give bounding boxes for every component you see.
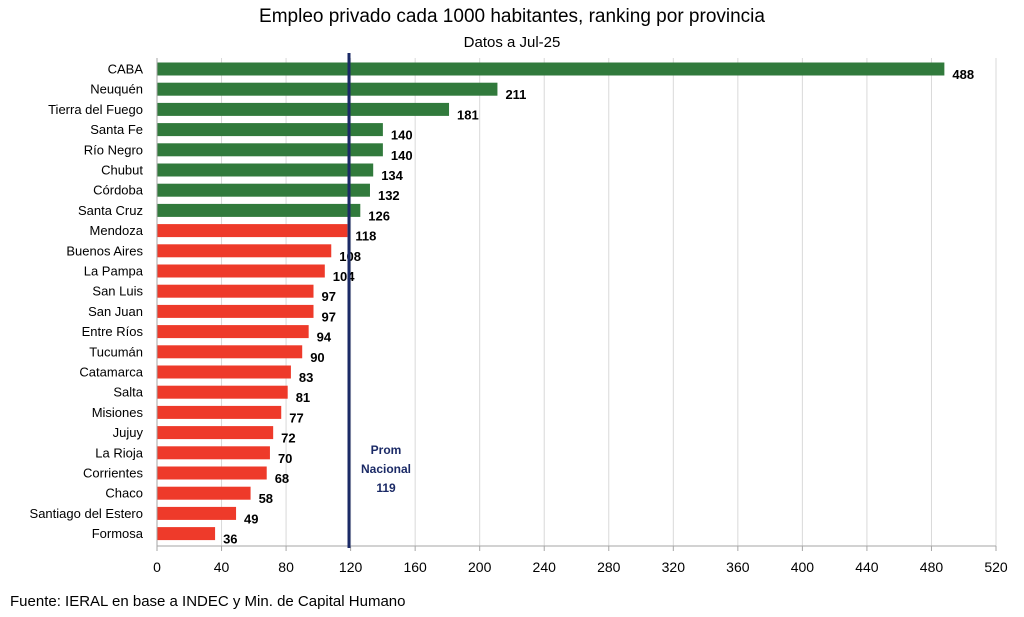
category-label: Misiones — [92, 405, 144, 420]
data-label: 90 — [310, 350, 324, 365]
bar — [157, 426, 274, 440]
bar — [157, 325, 309, 339]
category-label: Córdoba — [93, 183, 144, 198]
data-label: 140 — [391, 128, 413, 143]
category-label: Jujuy — [113, 425, 144, 440]
bar — [157, 466, 267, 480]
bar — [157, 163, 374, 177]
x-tick-label: 80 — [278, 559, 294, 575]
category-label: Santa Fe — [90, 122, 143, 137]
category-label: Tucumán — [89, 344, 143, 359]
category-label: San Juan — [88, 304, 143, 319]
bar — [157, 102, 450, 116]
bar — [157, 183, 370, 197]
bar — [157, 284, 314, 298]
data-label: 118 — [355, 229, 376, 244]
bar — [157, 385, 288, 399]
category-label: Mendoza — [90, 223, 144, 238]
x-tick-label: 120 — [339, 559, 363, 575]
data-label: 488 — [952, 67, 974, 82]
reference-label: 119 — [376, 481, 396, 495]
data-label: 97 — [322, 309, 336, 324]
bar — [157, 345, 303, 359]
chart-subtitle: Datos a Jul-25 — [463, 34, 561, 51]
data-label: 104 — [333, 269, 355, 284]
data-label: 77 — [289, 410, 303, 425]
x-tick-label: 0 — [153, 559, 161, 575]
reference-label: Nacional — [361, 462, 411, 476]
bar — [157, 123, 383, 137]
x-tick-label: 320 — [662, 559, 686, 575]
source-note: Fuente: IERAL en base a INDEC y Min. de … — [10, 593, 406, 610]
bar — [157, 224, 348, 238]
x-tick-label: 520 — [984, 559, 1008, 575]
category-label: Corrientes — [83, 466, 143, 481]
category-label: San Luis — [92, 284, 143, 299]
data-label: 97 — [322, 289, 336, 304]
data-label: 36 — [223, 532, 237, 547]
bar — [157, 486, 251, 500]
x-tick-label: 440 — [855, 559, 879, 575]
data-label: 94 — [317, 330, 332, 345]
bar — [157, 506, 237, 520]
category-label: Santiago del Estero — [30, 506, 143, 521]
category-label: Tierra del Fuego — [48, 102, 143, 117]
x-tick-label: 160 — [403, 559, 427, 575]
reference-label: Prom — [371, 443, 402, 457]
data-label: 49 — [244, 511, 258, 526]
category-label: La Rioja — [95, 445, 143, 460]
data-label: 83 — [299, 370, 313, 385]
data-label: 132 — [378, 188, 400, 203]
data-label: 72 — [281, 431, 295, 446]
data-label: 211 — [505, 87, 526, 102]
data-label: 134 — [381, 168, 403, 183]
category-label: CABA — [108, 62, 144, 77]
chart-title: Empleo privado cada 1000 habitantes, ran… — [259, 6, 765, 27]
data-label: 181 — [457, 107, 479, 122]
category-label: La Pampa — [84, 264, 144, 279]
bar — [157, 527, 216, 541]
data-label: 126 — [368, 208, 390, 223]
data-label: 58 — [259, 491, 273, 506]
x-tick-label: 280 — [597, 559, 621, 575]
category-label: Formosa — [92, 526, 144, 541]
bar — [157, 264, 325, 278]
bar — [157, 143, 383, 157]
bar — [157, 304, 314, 318]
x-tick-label: 40 — [214, 559, 230, 575]
bar — [157, 203, 361, 217]
x-tick-label: 200 — [468, 559, 492, 575]
x-tick-label: 400 — [791, 559, 815, 575]
category-label: Entre Ríos — [82, 324, 144, 339]
bar — [157, 244, 332, 258]
data-label: 81 — [296, 390, 310, 405]
bar — [157, 82, 498, 96]
category-label: Neuquén — [90, 82, 143, 97]
bar — [157, 446, 270, 460]
category-label: Chaco — [105, 486, 143, 501]
bar — [157, 62, 945, 76]
data-label: 68 — [275, 471, 289, 486]
category-label: Buenos Aires — [66, 243, 143, 258]
x-tick-label: 360 — [726, 559, 750, 575]
x-tick-label: 240 — [533, 559, 557, 575]
category-label: Río Negro — [84, 142, 143, 157]
data-label: 140 — [391, 148, 413, 163]
bar — [157, 365, 291, 379]
data-label: 70 — [278, 451, 292, 466]
x-tick-label: 480 — [920, 559, 944, 575]
category-label: Salta — [113, 385, 143, 400]
category-label: Chubut — [101, 163, 143, 178]
category-label: Santa Cruz — [78, 203, 143, 218]
bar — [157, 405, 282, 419]
category-label: Catamarca — [79, 365, 143, 380]
